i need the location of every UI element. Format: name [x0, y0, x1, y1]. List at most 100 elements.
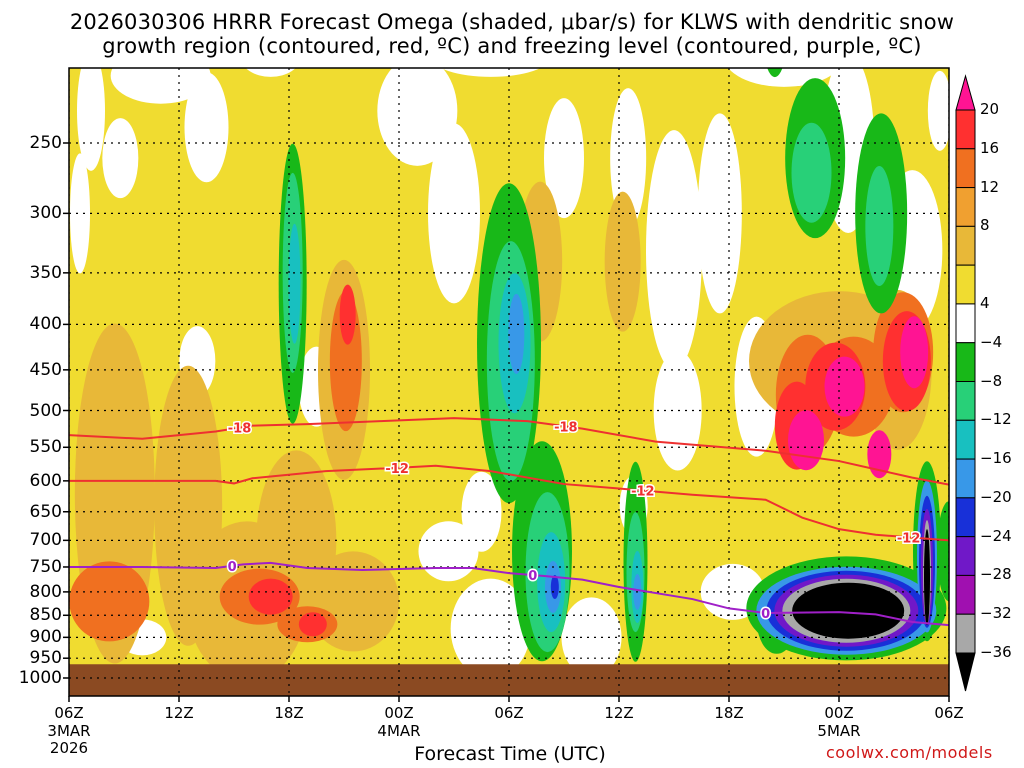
colorbar-swatch-0: [955, 109, 976, 150]
omega-region-70: [865, 166, 894, 287]
colorbar-label-13: −36: [980, 643, 1012, 661]
omega-shading: [69, 68, 949, 696]
omega-region-4: [184, 72, 229, 183]
contour-label-2-1: 0: [528, 569, 537, 584]
omega-region-71: [288, 223, 301, 344]
omega-region-21: [450, 578, 531, 679]
colorbar-swatch-3: [955, 225, 976, 266]
x-tick-date-h0: 3MAR: [47, 722, 91, 740]
colorbar-label-1: 16: [980, 138, 1000, 157]
colorbar-swatch-1: [955, 148, 976, 189]
x-axis-title: Forecast Time (UTC): [414, 743, 606, 765]
colorbar-label-12: −32: [980, 604, 1012, 623]
omega-region-12: [697, 113, 742, 314]
y-tick-label-800: 800: [29, 581, 62, 602]
colorbar-label-5: −4: [980, 332, 1003, 351]
contour-label-2-0: 0: [228, 560, 237, 575]
ground-fill: [69, 664, 949, 696]
y-tick-label-950: 950: [29, 648, 62, 669]
colorbar-label-0: 20: [980, 100, 1000, 118]
colorbar-label-8: −16: [980, 449, 1012, 468]
colorbar-swatch-11: [955, 536, 976, 576]
credit-text: coolwx.com/models: [826, 743, 993, 762]
omega-region-47: [248, 578, 293, 615]
y-tick-label-300: 300: [29, 203, 62, 224]
omega-region-55: [867, 430, 892, 479]
y-tick-label-250: 250: [29, 133, 62, 153]
x-tick-label-h0: 06Z: [54, 704, 84, 722]
x-tick-label-h18: 00Z: [384, 704, 414, 722]
omega-region-23: [561, 597, 622, 678]
colorbar-swatch-13: [955, 613, 976, 654]
y-tick-label-1000: 1000: [18, 668, 62, 688]
omega-region-54: [824, 356, 865, 417]
title-line-1: 2026030306 HRRR Forecast Omega (shaded, …: [69, 10, 955, 34]
colorbar-label-6: −8: [980, 371, 1003, 390]
colorbar: [955, 74, 976, 692]
x-tick-label-h12: 18Z: [274, 704, 304, 722]
omega-region-2: [102, 118, 139, 199]
omega-region-6: [377, 68, 458, 166]
colorbar-top-arrow: [955, 74, 976, 111]
omega-region-17: [927, 70, 949, 151]
y-tick-label-500: 500: [29, 400, 62, 421]
omega-region-75: [508, 293, 525, 374]
colorbar-swatch-10: [955, 497, 976, 538]
omega-region-3: [110, 68, 211, 104]
omega-region-48: [298, 612, 327, 637]
omega-region-78: [550, 575, 559, 600]
colorbar-swatch-9: [955, 458, 976, 499]
y-tick-label-900: 900: [29, 627, 62, 648]
contour-line-0: [69, 417, 949, 486]
ground-below-surface: [69, 664, 949, 696]
colorbar-swatch-4: [955, 264, 976, 305]
colorbar-label-3: 8: [980, 216, 990, 235]
omega-region-40: [69, 561, 150, 642]
contour-label-1-1: -12: [631, 485, 655, 500]
contour-label-1-0: -12: [385, 462, 409, 477]
colorbar-bottom-arrow: [955, 652, 976, 692]
contours: -18 -18 -12 -12 -12 0 0 0: [69, 417, 949, 627]
omega-region-69: [791, 122, 832, 223]
omega-region-63: [767, 68, 783, 78]
omega-region-20: [418, 521, 479, 582]
contour-label-0-1: -18: [554, 420, 578, 435]
x-tick-date-h42: 5MAR: [817, 722, 861, 740]
contour-label-1-2: -12: [897, 531, 921, 546]
contour-line-2: [69, 561, 949, 627]
y-tick-label-350: 350: [29, 262, 62, 283]
colorbar-swatch-6: [955, 342, 976, 383]
y-tick-label-600: 600: [29, 470, 62, 491]
colorbar-swatch-8: [955, 419, 976, 460]
y-tick-label-700: 700: [29, 530, 62, 551]
y-tick-label-750: 750: [29, 556, 62, 577]
colorbar-swatch-12: [955, 574, 976, 615]
omega-region-9: [544, 98, 584, 219]
y-tick-label-650: 650: [29, 501, 62, 522]
omega-region-22: [461, 471, 502, 552]
omega-region-91: [924, 529, 930, 626]
x-tick-year-h0: 2026: [49, 739, 89, 757]
omega-region-8: [440, 68, 541, 77]
plot-frame: [63, 67, 950, 702]
x-tick-label-h48: 06Z: [934, 704, 964, 722]
colorbar-label-4: 4: [980, 293, 990, 312]
colorbar-swatch-7: [955, 381, 976, 421]
omega-region-26: [653, 350, 702, 471]
colorbar-label-7: −12: [980, 410, 1012, 429]
colorbar-label-2: 12: [980, 177, 1000, 196]
y-tick-label-400: 400: [29, 314, 62, 335]
omega-region-5: [245, 68, 296, 77]
omega-region-56: [900, 316, 929, 389]
colorbar-label-11: −28: [980, 565, 1012, 584]
x-tick-label-h36: 18Z: [714, 704, 744, 722]
omega-region-1: [77, 68, 105, 171]
y-tick-label-550: 550: [29, 437, 62, 458]
x-tick-label-h24: 06Z: [494, 704, 524, 722]
colorbar-label-10: −24: [980, 526, 1012, 545]
x-tick-label-h6: 12Z: [164, 704, 194, 722]
title-line-2: growth region (contoured, red, ºC) and f…: [102, 34, 922, 58]
y-tick-label-450: 450: [29, 359, 62, 380]
x-tick-date-h18: 4MAR: [377, 722, 421, 740]
